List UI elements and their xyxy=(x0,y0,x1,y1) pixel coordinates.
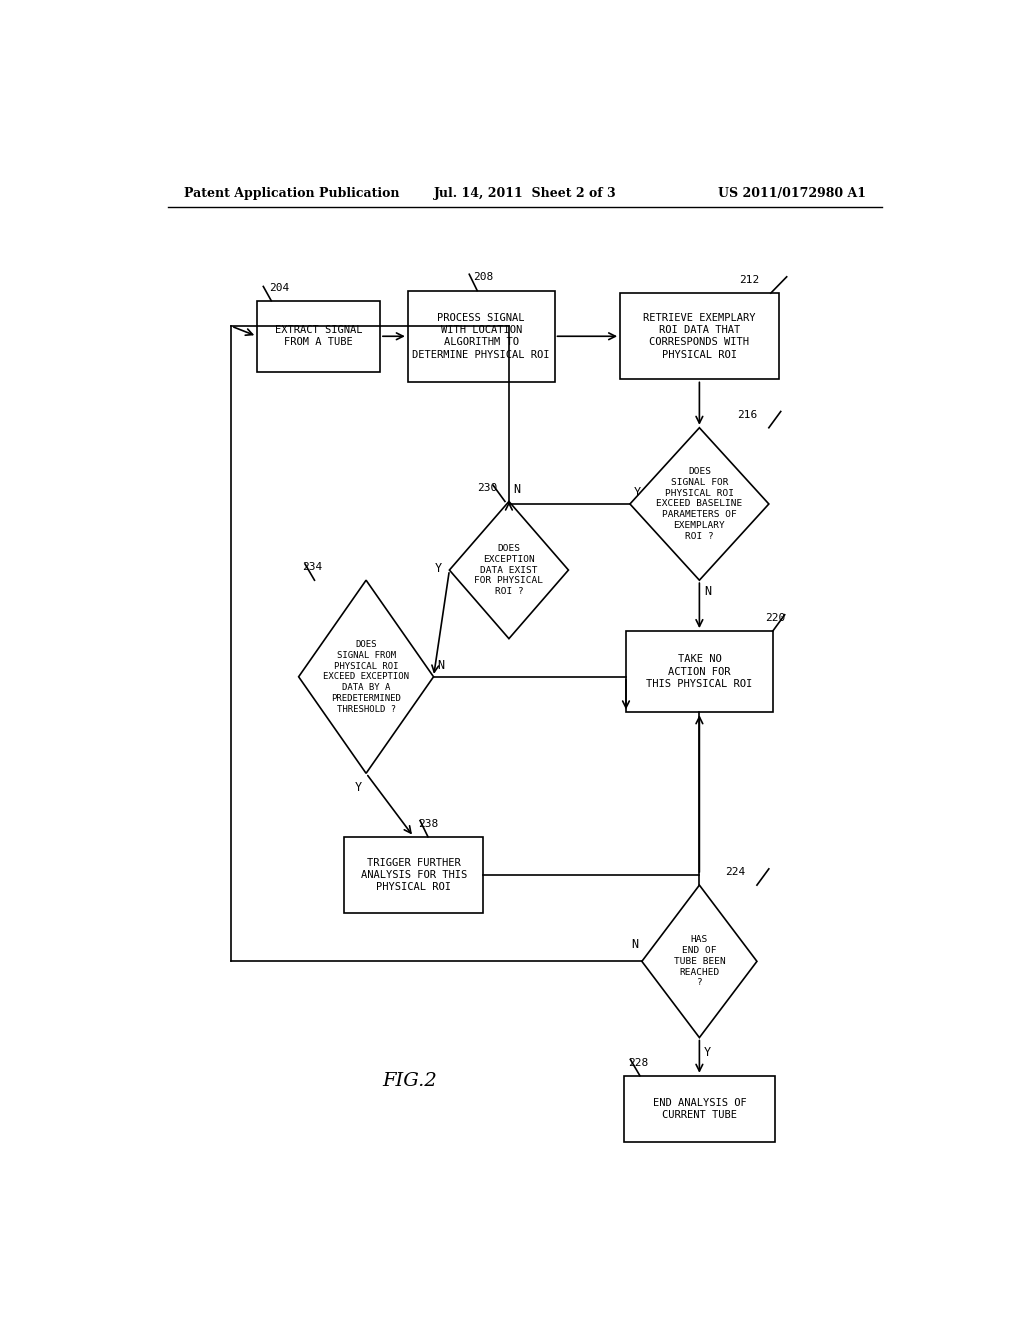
Text: 212: 212 xyxy=(739,275,760,285)
Text: EXTRACT SIGNAL
FROM A TUBE: EXTRACT SIGNAL FROM A TUBE xyxy=(274,325,362,347)
Text: PROCESS SIGNAL
WITH LOCATION
ALGORITHM TO
DETERMINE PHYSICAL ROI: PROCESS SIGNAL WITH LOCATION ALGORITHM T… xyxy=(413,313,550,360)
Polygon shape xyxy=(630,428,769,581)
Text: N: N xyxy=(705,585,712,598)
Text: FIG.2: FIG.2 xyxy=(382,1072,437,1090)
Text: 208: 208 xyxy=(473,272,494,282)
Text: N: N xyxy=(513,483,520,496)
Bar xyxy=(408,290,555,381)
Text: 234: 234 xyxy=(303,562,323,572)
Bar xyxy=(626,631,773,713)
Text: HAS
END OF
TUBE BEEN
REACHED
?: HAS END OF TUBE BEEN REACHED ? xyxy=(674,936,725,987)
Bar xyxy=(344,837,483,913)
Text: Patent Application Publication: Patent Application Publication xyxy=(183,187,399,201)
Text: Y: Y xyxy=(703,1045,711,1059)
Bar xyxy=(257,301,380,372)
Text: Y: Y xyxy=(434,561,441,574)
Text: TRIGGER FURTHER
ANALYSIS FOR THIS
PHYSICAL ROI: TRIGGER FURTHER ANALYSIS FOR THIS PHYSIC… xyxy=(360,858,467,892)
Text: Jul. 14, 2011  Sheet 2 of 3: Jul. 14, 2011 Sheet 2 of 3 xyxy=(433,187,616,201)
Text: 224: 224 xyxy=(725,867,745,876)
Text: 238: 238 xyxy=(418,818,438,829)
Text: N: N xyxy=(437,659,444,672)
Text: 204: 204 xyxy=(269,282,289,293)
Text: DOES
SIGNAL FOR
PHYSICAL ROI
EXCEED BASELINE
PARAMETERS OF
EXEMPLARY
ROI ?: DOES SIGNAL FOR PHYSICAL ROI EXCEED BASE… xyxy=(656,467,742,541)
Text: END ANALYSIS OF
CURRENT TUBE: END ANALYSIS OF CURRENT TUBE xyxy=(652,1097,746,1119)
Text: RETRIEVE EXEMPLARY
ROI DATA THAT
CORRESPONDS WITH
PHYSICAL ROI: RETRIEVE EXEMPLARY ROI DATA THAT CORRESP… xyxy=(643,313,756,360)
Text: Y: Y xyxy=(355,781,362,795)
Text: 228: 228 xyxy=(628,1057,648,1068)
Text: Y: Y xyxy=(634,486,641,499)
Polygon shape xyxy=(299,581,433,774)
Bar xyxy=(620,293,778,379)
Text: 216: 216 xyxy=(737,409,758,420)
Polygon shape xyxy=(642,886,757,1038)
Text: N: N xyxy=(631,939,638,952)
Text: 230: 230 xyxy=(477,483,498,494)
Text: 220: 220 xyxy=(765,612,785,623)
Polygon shape xyxy=(450,502,568,639)
Bar xyxy=(624,1076,775,1142)
Text: TAKE NO
ACTION FOR
THIS PHYSICAL ROI: TAKE NO ACTION FOR THIS PHYSICAL ROI xyxy=(646,655,753,689)
Text: DOES
SIGNAL FROM
PHYSICAL ROI
EXCEED EXCEPTION
DATA BY A
PREDETERMINED
THRESHOLD: DOES SIGNAL FROM PHYSICAL ROI EXCEED EXC… xyxy=(324,640,409,714)
Text: DOES
EXCEPTION
DATA EXIST
FOR PHYSICAL
ROI ?: DOES EXCEPTION DATA EXIST FOR PHYSICAL R… xyxy=(474,544,544,597)
Text: US 2011/0172980 A1: US 2011/0172980 A1 xyxy=(718,187,866,201)
